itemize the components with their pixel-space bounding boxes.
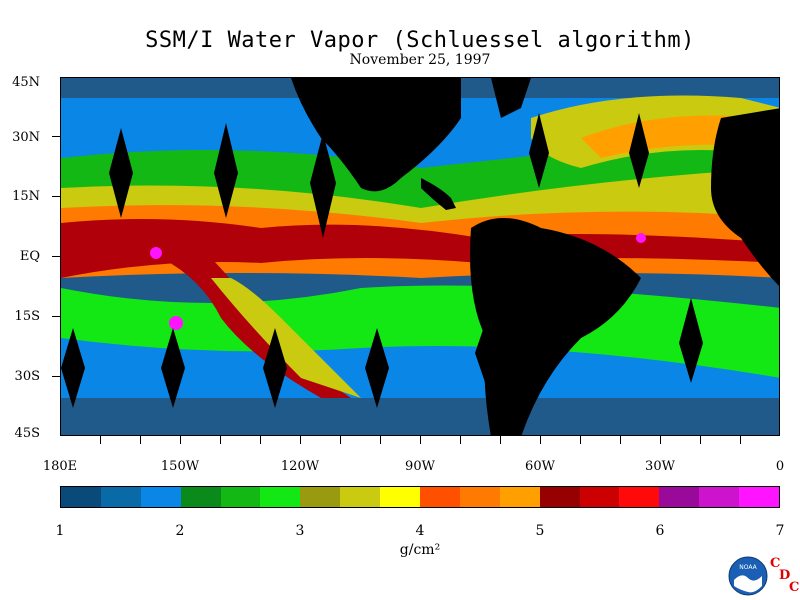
x-tick	[620, 436, 621, 444]
colorbar-swatch	[180, 487, 221, 507]
magenta-spot	[150, 247, 162, 259]
x-tick-label: 150W	[160, 459, 200, 474]
x-tick	[500, 436, 501, 444]
colorbar-tick-label: 2	[175, 523, 185, 539]
x-tick	[460, 436, 461, 444]
data-gap	[61, 328, 85, 408]
x-tick-label: 60W	[525, 459, 555, 474]
chart-date: November 25, 1997	[349, 52, 491, 68]
x-tick	[300, 436, 301, 444]
magenta-spot	[636, 233, 646, 243]
data-gap	[310, 133, 336, 238]
colorbar-swatch	[220, 487, 261, 507]
noaa-logo-text: NOAA	[739, 564, 757, 571]
colorbar-swatch	[300, 487, 341, 507]
data-gap	[161, 328, 185, 408]
colorbar-tick-label: 5	[535, 523, 545, 539]
x-tick-label: 90W	[405, 459, 435, 474]
colorbar-swatch	[340, 487, 381, 507]
data-gap	[365, 328, 389, 408]
map-svg	[61, 78, 779, 435]
x-tick	[700, 436, 701, 444]
data-gap	[679, 298, 703, 383]
africa-land	[711, 108, 779, 286]
y-tick-label: EQ	[19, 249, 40, 264]
y-tick	[52, 376, 60, 377]
x-tick	[580, 436, 581, 444]
colorbar-swatch	[459, 487, 500, 507]
x-tick-label: 0	[775, 459, 785, 474]
colorbar-tick-label: 3	[295, 523, 305, 539]
chart-title: SSM/I Water Vapor (Schluessel algorithm)	[145, 28, 695, 53]
cdc-letter: C	[770, 556, 781, 571]
colorbar-swatch	[140, 487, 181, 507]
noaa-icon: NOAA	[728, 556, 768, 596]
x-tick-label: 120W	[280, 459, 320, 474]
x-tick-label: 180E	[42, 459, 78, 474]
x-tick-label: 30W	[645, 459, 675, 474]
cdc-letter: C	[789, 580, 800, 595]
colorbar-swatch	[61, 487, 101, 507]
magenta-spot	[169, 316, 183, 330]
itcz-band	[61, 219, 779, 278]
x-tick	[180, 436, 181, 444]
colorbar-swatch	[619, 487, 660, 507]
colorbar-swatch	[739, 487, 780, 507]
x-tick	[340, 436, 341, 444]
colorbar-tick-label: 1	[55, 523, 65, 539]
greenland-land	[491, 78, 531, 118]
spcz-yellow	[211, 278, 361, 398]
colorbar	[60, 486, 780, 508]
y-tick-label: 45N	[12, 75, 40, 90]
data-gap	[109, 128, 133, 218]
y-tick-label: 15S	[14, 309, 40, 324]
data-gap	[529, 113, 549, 188]
y-tick-label: 45S	[14, 426, 40, 441]
x-tick	[140, 436, 141, 444]
central-america-land	[421, 178, 456, 210]
y-tick	[52, 196, 60, 197]
y-tick-label: 30S	[14, 369, 40, 384]
x-tick	[660, 436, 661, 444]
x-tick	[260, 436, 261, 444]
x-tick	[740, 436, 741, 444]
colorbar-swatch	[420, 487, 460, 507]
x-tick	[220, 436, 221, 444]
north-america-land	[291, 78, 461, 192]
data-gap	[214, 123, 238, 218]
y-tick	[52, 316, 60, 317]
data-gap	[263, 328, 287, 408]
cdc-letter: D	[779, 568, 791, 583]
water-vapor-map	[60, 77, 780, 436]
x-tick	[420, 436, 421, 444]
colorbar-swatch	[539, 487, 580, 507]
x-tick	[540, 436, 541, 444]
colorbar-swatch	[260, 487, 301, 507]
colorbar-tick-label: 4	[415, 523, 425, 539]
colorbar-swatch	[499, 487, 540, 507]
colorbar-swatch	[699, 487, 740, 507]
colorbar-tick-label: 7	[775, 523, 785, 539]
data-gap	[475, 318, 499, 388]
y-tick-label: 30N	[12, 130, 40, 145]
y-tick	[52, 256, 60, 257]
data-gap	[629, 113, 649, 188]
x-tick	[380, 436, 381, 444]
colorbar-tick-label: 6	[655, 523, 665, 539]
colorbar-swatch	[579, 487, 620, 507]
y-tick-label: 15N	[12, 189, 40, 204]
south-america-land	[470, 218, 641, 435]
colorbar-swatch	[100, 487, 141, 507]
y-tick	[52, 136, 60, 137]
colorbar-swatch	[659, 487, 700, 507]
x-tick	[100, 436, 101, 444]
colorbar-swatch	[380, 487, 421, 507]
colorbar-units: g/cm²	[399, 542, 441, 558]
